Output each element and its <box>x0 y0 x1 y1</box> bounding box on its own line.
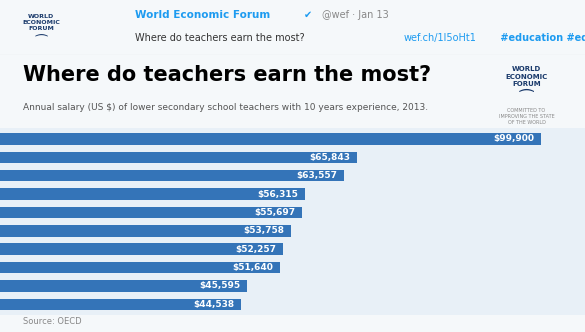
Text: COMMITTED TO
IMPROVING THE STATE
OF THE WORLD: COMMITTED TO IMPROVING THE STATE OF THE … <box>498 108 555 125</box>
Text: ✔: ✔ <box>304 10 312 20</box>
Text: @wef · Jan 13: @wef · Jan 13 <box>322 10 388 20</box>
Text: Where do teachers earn the most?: Where do teachers earn the most? <box>135 33 307 43</box>
Text: $53,758: $53,758 <box>244 226 285 235</box>
Text: Where do teachers earn the most?: Where do teachers earn the most? <box>23 65 432 85</box>
Text: $44,538: $44,538 <box>194 300 235 309</box>
Text: Annual salary (US $) of lower secondary school teachers with 10 years experience: Annual salary (US $) of lower secondary … <box>23 103 429 112</box>
Bar <box>0 188 305 200</box>
Text: ⁀: ⁀ <box>35 37 47 50</box>
Text: World Economic Forum: World Economic Forum <box>135 10 270 20</box>
Text: ⁀: ⁀ <box>520 92 533 110</box>
Bar <box>0 299 241 310</box>
Text: $51,640: $51,640 <box>232 263 273 272</box>
Bar <box>0 170 344 181</box>
Text: Source: OECD: Source: OECD <box>23 317 82 326</box>
Text: $45,595: $45,595 <box>199 282 240 290</box>
Bar <box>0 133 541 144</box>
Bar <box>0 243 283 255</box>
Text: $99,900: $99,900 <box>494 134 535 143</box>
Bar <box>0 207 302 218</box>
Text: wef.ch/1l5oHt1: wef.ch/1l5oHt1 <box>404 33 477 43</box>
Bar <box>0 225 291 236</box>
Text: $63,557: $63,557 <box>297 171 338 180</box>
Text: WORLD
ECONOMIC
FORUM: WORLD ECONOMIC FORUM <box>22 14 60 31</box>
Text: $52,257: $52,257 <box>236 245 277 254</box>
Text: $56,315: $56,315 <box>257 190 298 199</box>
Text: $65,843: $65,843 <box>309 153 350 162</box>
Bar <box>0 280 247 292</box>
Bar <box>0 151 357 163</box>
Bar <box>0 262 280 273</box>
Text: $55,697: $55,697 <box>254 208 295 217</box>
Text: WORLD
ECONOMIC
FORUM: WORLD ECONOMIC FORUM <box>505 66 548 87</box>
Text: #education #edchat: #education #edchat <box>497 33 585 43</box>
